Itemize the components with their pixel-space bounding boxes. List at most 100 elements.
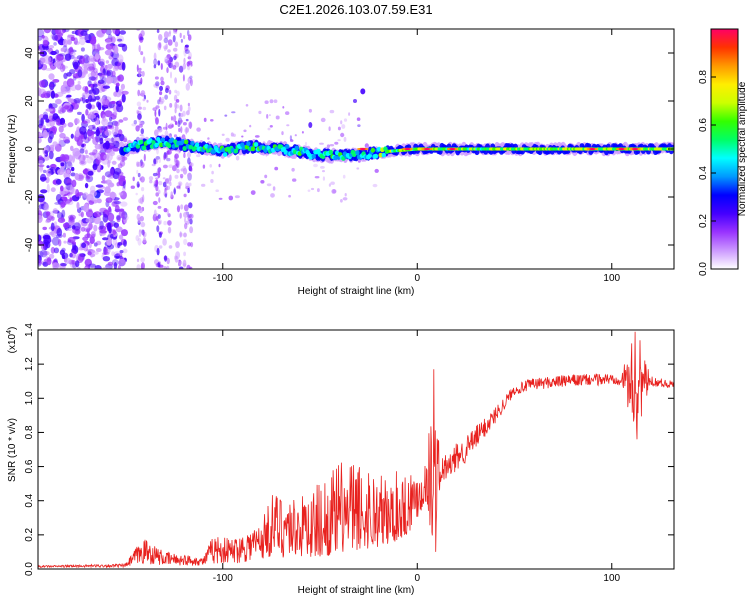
spectrogram-blob: [95, 129, 101, 137]
snr-ytick-label: 0.4: [24, 493, 35, 507]
spectrogram-blob: [222, 152, 228, 157]
spectrogram-blob: [162, 126, 168, 130]
spectrogram-blob: [138, 207, 143, 214]
spectrogram-blob: [166, 60, 172, 66]
spectrogram-blob: [291, 167, 295, 172]
spectrogram-blob: [102, 68, 106, 76]
spectrogram-blob: [139, 134, 144, 137]
spectrogram-blob: [179, 32, 182, 39]
spectrogram-blob: [175, 241, 180, 249]
spectrogram-ytick-label: 0: [24, 146, 35, 152]
spectrogram-blob: [158, 180, 163, 186]
spectrogram-blob: [109, 150, 116, 157]
spectrogram-blob: [77, 69, 83, 78]
spectrogram-blob: [273, 99, 278, 103]
spectrogram-blob: [136, 109, 139, 115]
spectrogram-blob: [83, 131, 88, 140]
spectrogram-blob: [49, 81, 57, 88]
spectrogram-blob: [84, 149, 88, 155]
spectrogram-blob: [174, 41, 179, 48]
spectrogram-blob: [117, 264, 121, 269]
spectrogram-blob: [98, 61, 105, 67]
spectrogram-blob: [80, 211, 84, 218]
spectrogram-blob: [589, 148, 596, 150]
spectrogram-blob: [353, 99, 357, 103]
spectrogram-blob: [67, 193, 72, 199]
spectrogram-blob: [158, 245, 163, 249]
spectrogram-blob: [163, 105, 167, 111]
spectrogram-blob: [308, 108, 312, 113]
spectrogram-blob: [91, 36, 96, 40]
spectrogram-blob: [174, 153, 179, 159]
spectrogram-blob: [106, 63, 113, 70]
spectrogram-blob: [285, 144, 290, 149]
colorbar-label: Normalized spectral amplitude: [737, 81, 748, 216]
spectrogram-blob: [102, 214, 109, 223]
spectrogram-blob: [74, 173, 80, 181]
spectrogram-blob: [176, 168, 180, 174]
spectrogram-blob: [90, 185, 96, 193]
spectrogram-blob: [97, 79, 105, 85]
spectrogram-blob: [190, 140, 195, 146]
spectrogram-blob: [153, 158, 157, 165]
spectrogram-blob: [61, 209, 66, 218]
spectrogram-blob: [146, 99, 149, 103]
spectrogram-blob: [310, 187, 315, 191]
spectrogram-blob: [115, 82, 120, 87]
spectrogram-blob: [68, 55, 75, 60]
spectrogram-blob: [121, 229, 128, 237]
spectrogram-blob: [275, 115, 280, 120]
spectrogram-blob: [264, 100, 269, 104]
spectrogram-blob: [250, 190, 256, 196]
colorbar-tick-label: 0.2: [698, 214, 709, 228]
spectrogram-blob: [122, 138, 128, 143]
spectrogram-blob: [286, 124, 290, 127]
spectrogram-blob: [70, 249, 77, 259]
snr-ytick-label: 0.6: [24, 459, 35, 473]
spectrogram-blob: [166, 177, 171, 185]
spectrogram-blob: [61, 65, 69, 69]
spectrogram-blob: [86, 228, 90, 233]
spectrogram-blob: [69, 69, 76, 75]
spectrogram-blob: [63, 48, 70, 54]
spectrogram-blob: [163, 154, 166, 161]
spectrogram-blob: [188, 121, 193, 129]
spectrogram-blob: [47, 136, 53, 144]
spectrogram-blob: [196, 154, 201, 158]
spectrogram-blob: [42, 46, 49, 51]
spectrogram-blob: [266, 183, 272, 187]
spectrogram-blob: [38, 137, 42, 144]
spectrogram-blob: [328, 149, 334, 155]
spectrogram-blob: [55, 98, 62, 105]
spectrogram-blob: [108, 116, 113, 122]
spectrogram-blob: [56, 227, 63, 237]
spectrogram-blob: [46, 241, 51, 249]
spectrogram-blob: [58, 105, 64, 115]
spectrogram-blob: [322, 170, 325, 173]
spectrogram-blob: [281, 131, 284, 136]
spectrogram-blob: [138, 45, 141, 53]
spectrogram-blob: [49, 167, 56, 172]
spectrogram-blob: [163, 208, 168, 213]
spectrogram-blob: [160, 99, 165, 103]
spectrogram-blob: [117, 175, 126, 182]
spectrogram-blob: [155, 192, 159, 197]
spectrogram-blob: [175, 163, 178, 166]
spectrogram-blob: [355, 150, 360, 156]
spectrogram-blob: [116, 54, 124, 64]
spectrogram-blob: [61, 122, 67, 128]
snr-ytick-label: 0.8: [24, 425, 35, 439]
spectrogram-blob: [142, 229, 145, 237]
spectrogram-blob: [118, 234, 124, 240]
spectrogram-blob: [69, 184, 75, 194]
spectrogram-blob: [86, 103, 92, 110]
spectrogram-blob: [110, 36, 116, 44]
spectrogram-blob: [38, 194, 45, 203]
spectrogram-blob: [218, 163, 221, 168]
spectrogram-ytick-label: 40: [24, 47, 35, 59]
spectrogram-blob: [112, 29, 120, 35]
spectrogram-blob: [117, 242, 121, 249]
spectrogram-blob: [73, 98, 81, 104]
spectrogram-blob: [167, 124, 173, 129]
spectrogram-blob: [164, 193, 168, 198]
